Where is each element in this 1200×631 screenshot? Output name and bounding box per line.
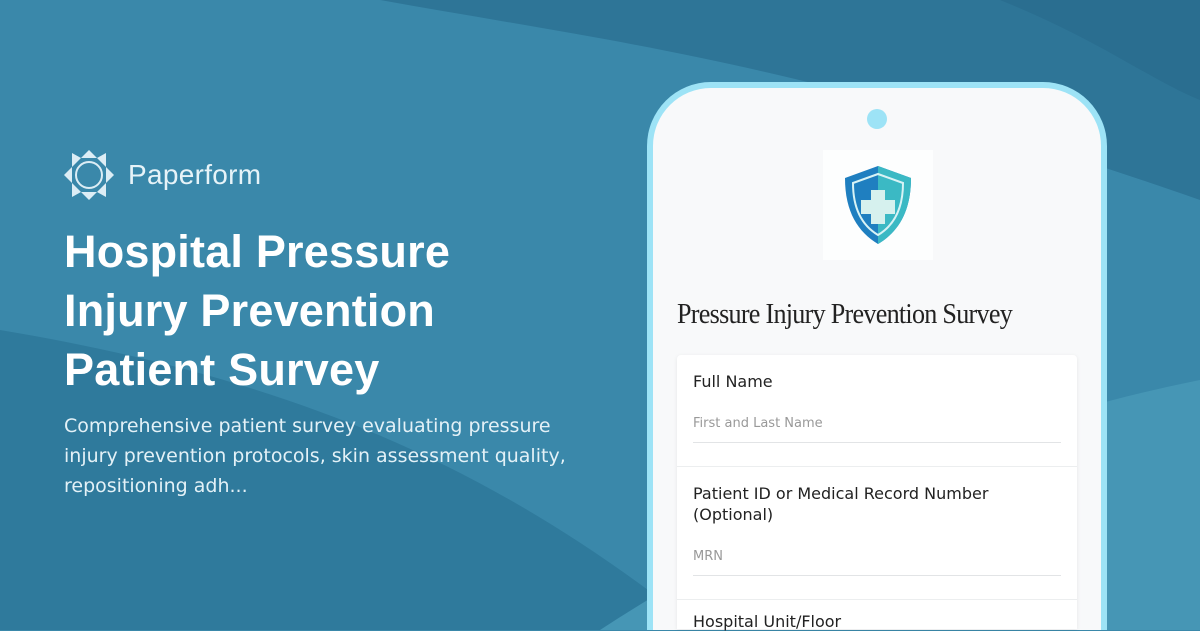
page-title: Hospital Pressure Injury Prevention Pati… <box>64 226 451 395</box>
field-label: Hospital Unit/Floor <box>693 612 842 631</box>
field-patient-id: Patient ID or Medical Record Number (Opt… <box>677 467 1077 600</box>
paperform-logo-icon <box>64 150 114 200</box>
field-full-name: Full Name First and Last Name <box>677 355 1077 467</box>
patient-id-input[interactable]: MRN <box>693 549 1061 576</box>
phone-camera <box>867 109 887 129</box>
form-logo <box>823 150 933 260</box>
page-description: Comprehensive patient survey evaluating … <box>64 415 566 497</box>
phone-mockup: Pressure Injury Prevention Survey Full N… <box>647 82 1107 630</box>
form-card: Full Name First and Last Name Patient ID… <box>677 355 1077 631</box>
field-label: Patient ID or Medical Record Number (Opt… <box>693 484 989 524</box>
full-name-input[interactable]: First and Last Name <box>693 416 1061 443</box>
brand-name: Paperform <box>128 159 262 190</box>
field-label: Full Name <box>693 372 773 391</box>
shield-medical-cross-icon <box>845 166 911 244</box>
field-hospital-unit: Hospital Unit/Floor <box>677 600 1077 631</box>
form-title: Pressure Injury Prevention Survey <box>677 298 1013 330</box>
paperform-logo: Paperform <box>64 150 261 200</box>
